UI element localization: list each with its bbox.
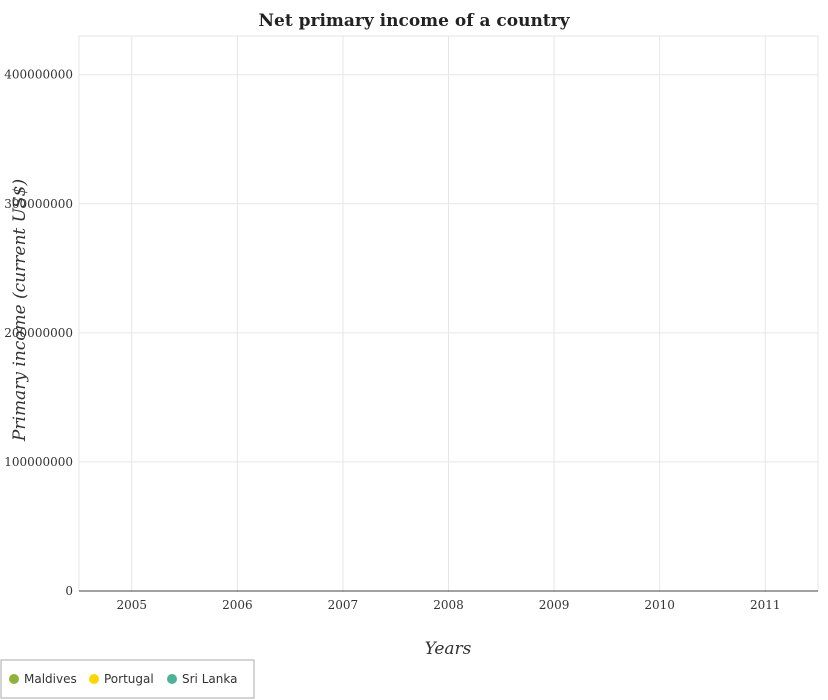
x-tick-label: 2011 — [750, 598, 781, 612]
y-tick-label: 100000000 — [4, 455, 73, 469]
legend-marker-portugal — [89, 674, 99, 684]
x-axis-ticks: 2005 2006 2007 2008 2009 2010 2011 — [117, 598, 781, 612]
x-axis-label: Years — [425, 639, 472, 659]
x-tick-label: 2007 — [328, 598, 359, 612]
x-tick-label: 2008 — [433, 598, 464, 612]
y-tick-label: 0 — [65, 584, 73, 598]
legend-label-portugal: Portugal — [104, 672, 154, 686]
chart-title: Net primary income of a country — [258, 11, 570, 31]
y-tick-label: 400000000 — [4, 68, 73, 82]
y-tick-label: 200000000 — [4, 326, 73, 340]
legend-label-sri-lanka: Sri Lanka — [182, 672, 237, 686]
x-tick-label: 2009 — [539, 598, 570, 612]
legend-marker-maldives — [9, 674, 19, 684]
y-axis-label: Primary income (current US$) — [10, 179, 30, 442]
legend-marker-sri-lanka — [167, 674, 177, 684]
x-tick-label: 2006 — [222, 598, 253, 612]
legend: Maldives Portugal Sri Lanka — [0, 659, 255, 699]
y-axis-ticks: 0 100000000 200000000 300000000 400000000 — [4, 68, 73, 598]
legend-box — [0, 659, 255, 699]
x-tick-label: 2005 — [117, 598, 148, 612]
y-tick-label: 300000000 — [4, 197, 73, 211]
x-tick-label: 2010 — [644, 598, 675, 612]
legend-label-maldives: Maldives — [24, 672, 77, 686]
grid — [78, 35, 819, 592]
